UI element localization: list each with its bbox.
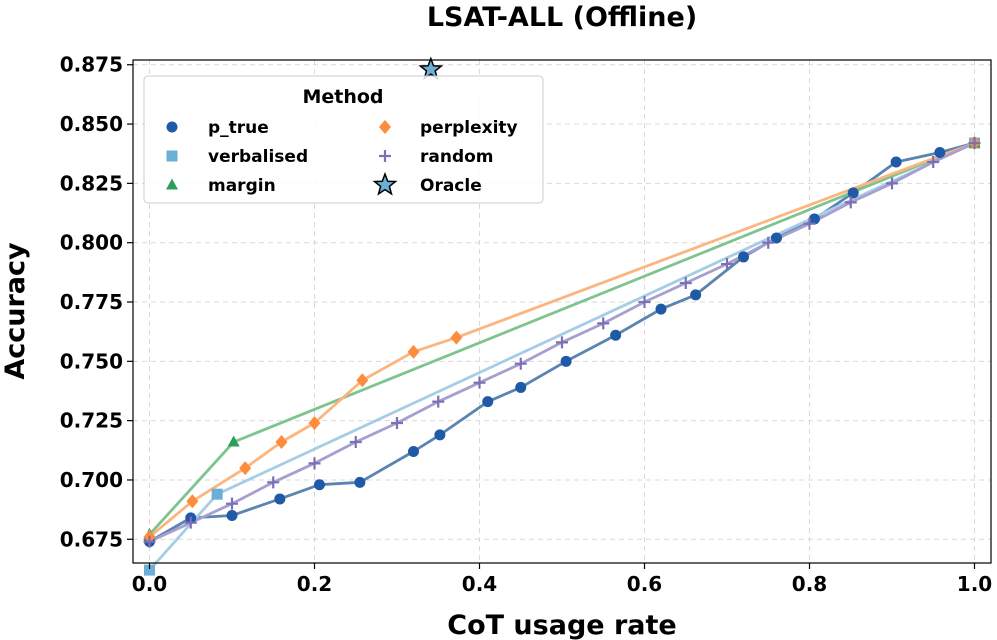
data-point-p-true — [408, 445, 419, 457]
legend-marker-p-true — [166, 121, 178, 133]
data-point-p-true — [482, 396, 494, 408]
data-point-random — [762, 236, 775, 249]
data-point-random — [886, 177, 898, 190]
data-point-perplexity — [407, 344, 420, 359]
legend-marker-perplexity — [379, 120, 391, 134]
data-point-random — [556, 336, 568, 349]
data-point-p-true — [274, 493, 286, 505]
data-point-p-true — [354, 476, 366, 488]
x-axis-label: CoT usage rate — [447, 610, 677, 640]
data-point-random — [638, 296, 651, 309]
data-point-p-true — [738, 251, 749, 263]
y-tick-label: 0.875 — [60, 53, 123, 77]
x-tick-label: 0.2 — [297, 572, 332, 596]
y-tick-label: 0.750 — [60, 349, 123, 373]
y-tick-label: 0.675 — [60, 527, 123, 551]
legend: Method p_true verbalised margin perplexity r… — [143, 75, 544, 204]
y-tick-label: 0.825 — [60, 171, 123, 195]
data-point-random — [143, 535, 156, 548]
data-point-random — [349, 435, 362, 448]
legend-marker-random — [379, 150, 391, 162]
data-point-random — [184, 516, 197, 529]
data-point-p-true — [808, 213, 820, 225]
legend-label-p-true: p_true — [208, 118, 269, 138]
x-tick-label: 1.0 — [957, 572, 992, 596]
data-point-random — [226, 497, 238, 510]
data-point-random — [927, 156, 940, 169]
legend-label-random: random — [420, 147, 494, 167]
x-tick-label: 0.0 — [132, 572, 167, 596]
x-axis: 0.0 0.2 0.4 0.6 0.8 1.0 — [132, 563, 992, 596]
data-point-random — [391, 417, 403, 430]
data-point-p-true — [515, 381, 527, 393]
legend-label-verbalised: verbalised — [208, 147, 308, 167]
legend-marker-oracle — [372, 171, 398, 196]
plot-frame — [132, 59, 992, 564]
y-tick-label: 0.725 — [60, 409, 123, 433]
data-point-random — [679, 277, 692, 290]
data-point-margin — [227, 435, 240, 447]
data-point-oracle — [418, 56, 444, 81]
data-point-random — [597, 317, 610, 330]
data-point-p-true — [610, 329, 622, 341]
series-markers — [143, 56, 981, 576]
data-point-perplexity — [450, 330, 463, 345]
data-point-p-true — [690, 289, 702, 301]
legend-marker-margin — [166, 178, 178, 190]
y-tick-label: 0.800 — [60, 231, 123, 255]
data-point-p-true — [560, 355, 572, 367]
y-tick-label: 0.775 — [60, 290, 123, 314]
legend-label-oracle: Oracle — [420, 176, 482, 196]
data-point-p-true — [313, 479, 325, 491]
data-point-p-true — [226, 510, 238, 522]
data-point-random — [803, 217, 816, 230]
data-point-verbalised — [144, 564, 155, 576]
x-tick-label: 0.4 — [462, 572, 497, 596]
data-point-p-true — [934, 147, 946, 159]
data-point-perplexity — [186, 494, 199, 509]
data-point-perplexity — [275, 434, 288, 449]
data-point-p-true — [434, 429, 446, 441]
data-point-p-true — [771, 232, 782, 244]
legend-title: Method — [302, 86, 383, 108]
data-point-p-true — [890, 156, 902, 168]
legend-box — [143, 75, 544, 204]
y-tick-label: 0.700 — [60, 468, 123, 492]
data-point-random — [968, 137, 981, 150]
legend-label-perplexity: perplexity — [420, 118, 518, 138]
chart-title: LSAT-ALL (Offline) — [427, 2, 697, 33]
data-point-verbalised — [211, 488, 223, 500]
data-point-perplexity — [308, 416, 321, 431]
data-point-p-true — [655, 303, 667, 315]
x-tick-label: 0.8 — [792, 572, 827, 596]
data-point-perplexity — [356, 373, 369, 388]
x-tick-label: 0.6 — [627, 572, 662, 596]
legend-marker-verbalised — [166, 150, 178, 162]
data-point-p-true — [847, 187, 859, 199]
data-point-perplexity — [239, 461, 252, 476]
y-axis-label: Accuracy — [0, 242, 31, 380]
data-point-random — [473, 376, 486, 389]
data-point-random — [844, 196, 857, 209]
data-point-random — [267, 476, 280, 489]
y-tick-label: 0.850 — [60, 112, 123, 136]
data-point-random — [721, 258, 733, 271]
y-axis: 0.675 0.700 0.725 0.750 0.775 0.800 0.825 0.850… — [60, 53, 133, 551]
data-point-random — [432, 395, 445, 408]
data-point-random — [308, 457, 321, 470]
data-point-random — [514, 357, 527, 370]
legend-label-margin: margin — [208, 176, 276, 196]
